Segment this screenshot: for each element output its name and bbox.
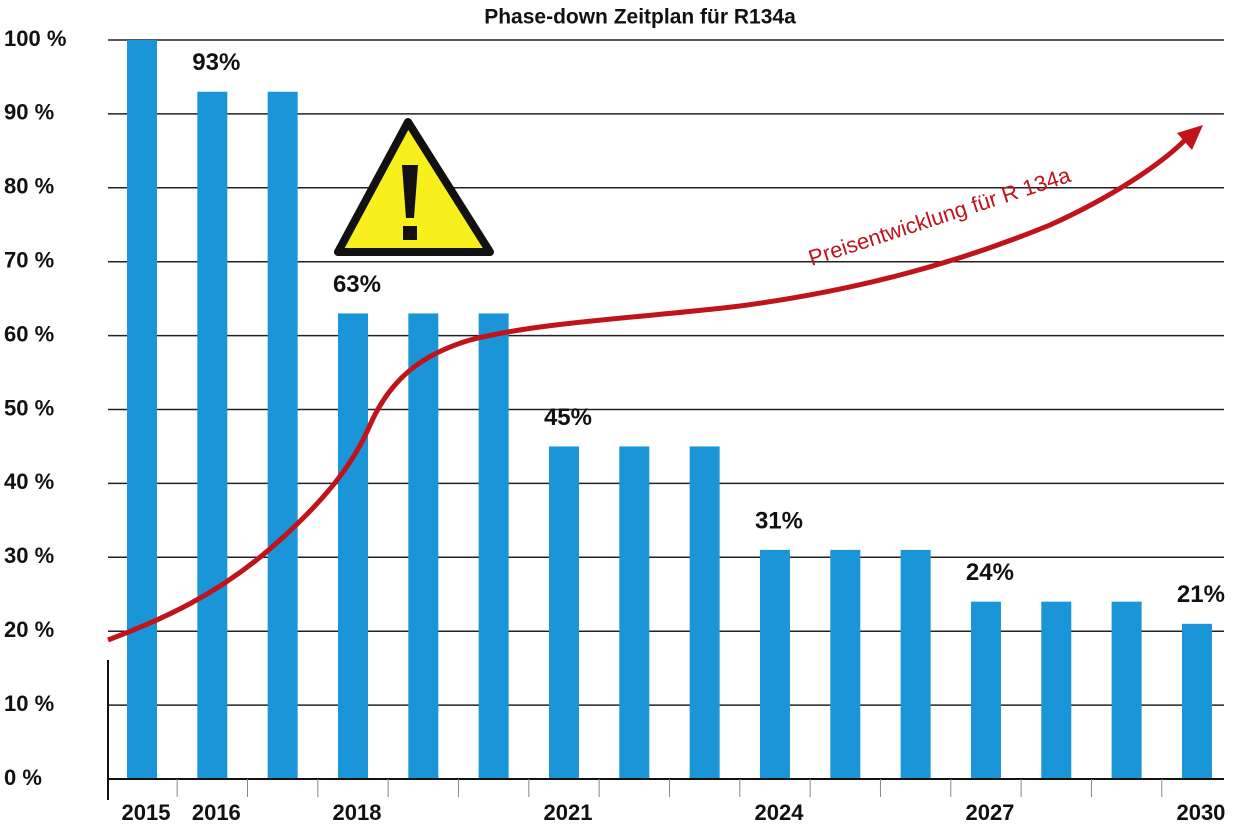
value-label: 63% bbox=[333, 271, 381, 298]
x-tick-label: 2015 bbox=[122, 800, 171, 825]
bar bbox=[900, 549, 931, 779]
y-tick-label: 10 % bbox=[4, 691, 54, 716]
bar bbox=[408, 313, 439, 779]
bar bbox=[267, 91, 298, 780]
y-tick-label: 30 % bbox=[4, 543, 54, 568]
y-tick-label: 80 % bbox=[4, 174, 54, 199]
y-tick-label: 70 % bbox=[4, 248, 54, 273]
bar bbox=[478, 313, 509, 779]
bars bbox=[127, 40, 1212, 780]
bar bbox=[127, 40, 157, 779]
bar bbox=[830, 549, 861, 779]
exclamation-dot bbox=[403, 226, 417, 240]
exclamation-bar bbox=[402, 165, 418, 218]
value-label: 21% bbox=[1177, 581, 1225, 608]
y-tick-label: 90 % bbox=[4, 100, 54, 125]
y-tick-label: 50 % bbox=[4, 395, 54, 420]
price-curve bbox=[107, 125, 1203, 643]
warning-sign bbox=[334, 118, 494, 256]
x-tick-label: 2024 bbox=[754, 800, 804, 825]
x-tick-label: 2016 bbox=[192, 800, 241, 825]
bar bbox=[689, 446, 720, 779]
bar bbox=[1041, 601, 1072, 779]
bar bbox=[1181, 623, 1212, 779]
bar bbox=[619, 446, 650, 779]
bar bbox=[759, 549, 790, 779]
chart-title: Phase-down Zeitplan für R134a bbox=[484, 6, 796, 29]
bar bbox=[970, 601, 1001, 779]
bar bbox=[1111, 601, 1142, 779]
bar bbox=[548, 446, 579, 779]
x-tick-label: 2021 bbox=[544, 800, 593, 825]
bar bbox=[197, 91, 228, 780]
y-tick-label: 20 % bbox=[4, 617, 54, 642]
y-tick-label: 100 % bbox=[4, 26, 66, 51]
price-curve-line bbox=[107, 138, 1187, 643]
y-tick-label: 40 % bbox=[4, 469, 54, 494]
bar bbox=[337, 313, 368, 779]
x-tick-label: 2030 bbox=[1176, 800, 1225, 825]
value-label: 31% bbox=[755, 507, 803, 534]
y-tick-label: 60 % bbox=[4, 321, 54, 346]
value-label: 45% bbox=[544, 404, 592, 431]
x-tick-label: 2018 bbox=[333, 800, 382, 825]
value-label: 93% bbox=[192, 49, 240, 76]
value-label: 24% bbox=[966, 559, 1014, 586]
y-tick-label: 0 % bbox=[4, 765, 42, 790]
arrow-head bbox=[1177, 125, 1203, 150]
x-tick-label: 2027 bbox=[965, 800, 1014, 825]
